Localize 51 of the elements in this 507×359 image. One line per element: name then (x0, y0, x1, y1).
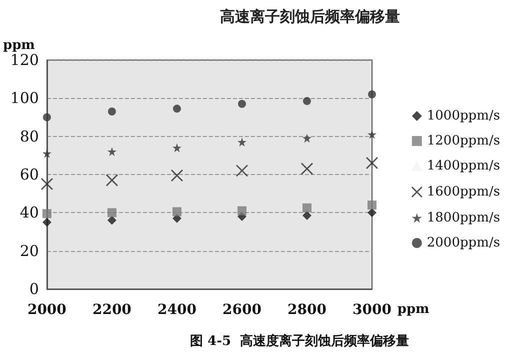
y-tick-label: 40 (20, 204, 39, 222)
legend-label: 1000ppm/s (426, 108, 500, 124)
legend-label: 2000ppm/s (426, 236, 500, 250)
x-tick-label: 3000 (352, 302, 392, 318)
point (40, 178, 54, 190)
point (366, 156, 378, 170)
y-tick-label: 120 (10, 51, 39, 69)
point (302, 203, 312, 212)
point (172, 104, 181, 113)
point (300, 162, 314, 175)
point (42, 218, 52, 227)
y-tick-label: 20 (20, 242, 39, 260)
point (107, 216, 116, 225)
x-tick-label: 2600 (222, 302, 262, 318)
point (172, 207, 182, 216)
caption: 图 4-5 高速度离子刻蚀后频率偏移量 (190, 333, 410, 349)
y-tick-label: 80 (20, 127, 39, 146)
legend-label: 1600ppm/s (426, 184, 500, 200)
point (42, 149, 52, 158)
y-tick-label: 60 (20, 166, 39, 184)
point (237, 138, 246, 147)
point (368, 90, 376, 98)
chart-title: 高速离子刻蚀后频率偏移量 (220, 8, 400, 26)
point (368, 130, 376, 139)
point (368, 200, 376, 210)
y-axis-title: ppm (3, 38, 36, 53)
y-tick-label: 0 (29, 280, 39, 298)
point (108, 108, 116, 116)
legend-label: 1200ppm/s (426, 134, 500, 148)
point (238, 100, 246, 108)
legend-label: 1400ppm/s (426, 158, 500, 174)
x-tick-label: 2000 (27, 302, 67, 318)
point (107, 208, 116, 218)
point (237, 206, 246, 216)
x-tick-label: 2400 (157, 302, 197, 318)
y-tick-label: 100 (10, 89, 39, 108)
point (302, 97, 311, 106)
point (368, 208, 376, 218)
point (42, 209, 52, 218)
x-axis-title: ppm (397, 302, 430, 317)
legend-label: 1800ppm/s (426, 210, 500, 226)
point (302, 134, 312, 143)
point (106, 174, 118, 186)
x-tick-label: 2200 (92, 302, 132, 318)
point (42, 113, 51, 122)
point (302, 211, 312, 220)
point (172, 143, 182, 152)
point (170, 169, 184, 182)
point (236, 164, 248, 177)
point (107, 147, 116, 156)
x-tick-label: 2800 (288, 302, 327, 318)
